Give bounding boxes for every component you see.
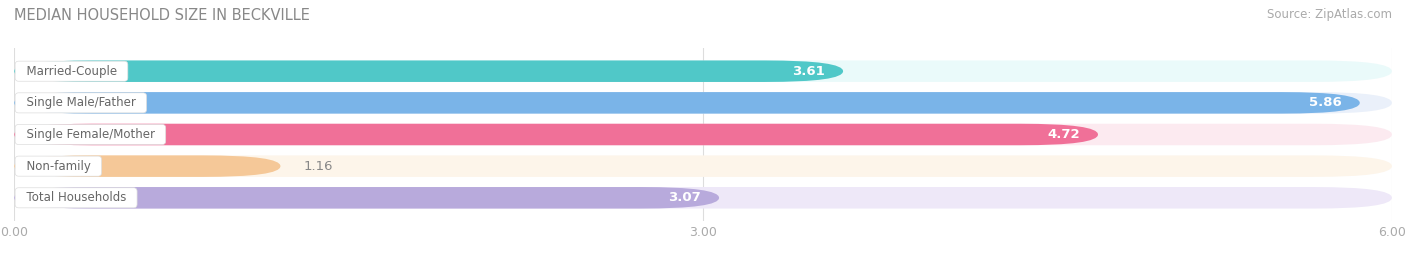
- Text: Source: ZipAtlas.com: Source: ZipAtlas.com: [1267, 8, 1392, 21]
- Text: 4.72: 4.72: [1047, 128, 1080, 141]
- Text: Total Households: Total Households: [18, 191, 134, 204]
- Text: 3.61: 3.61: [792, 65, 825, 78]
- FancyBboxPatch shape: [14, 92, 1392, 114]
- FancyBboxPatch shape: [14, 155, 1392, 177]
- FancyBboxPatch shape: [14, 92, 1360, 114]
- FancyBboxPatch shape: [14, 61, 1392, 82]
- Text: Single Male/Father: Single Male/Father: [18, 96, 143, 109]
- FancyBboxPatch shape: [14, 155, 280, 177]
- Text: 5.86: 5.86: [1309, 96, 1341, 109]
- Text: MEDIAN HOUSEHOLD SIZE IN BECKVILLE: MEDIAN HOUSEHOLD SIZE IN BECKVILLE: [14, 8, 309, 23]
- FancyBboxPatch shape: [14, 187, 1392, 208]
- Text: Non-family: Non-family: [18, 160, 98, 173]
- FancyBboxPatch shape: [14, 61, 844, 82]
- Text: 1.16: 1.16: [304, 160, 333, 173]
- Text: Single Female/Mother: Single Female/Mother: [18, 128, 162, 141]
- Text: Married-Couple: Married-Couple: [18, 65, 124, 78]
- FancyBboxPatch shape: [14, 187, 718, 208]
- Text: 3.07: 3.07: [668, 191, 700, 204]
- FancyBboxPatch shape: [14, 124, 1392, 145]
- FancyBboxPatch shape: [14, 124, 1098, 145]
